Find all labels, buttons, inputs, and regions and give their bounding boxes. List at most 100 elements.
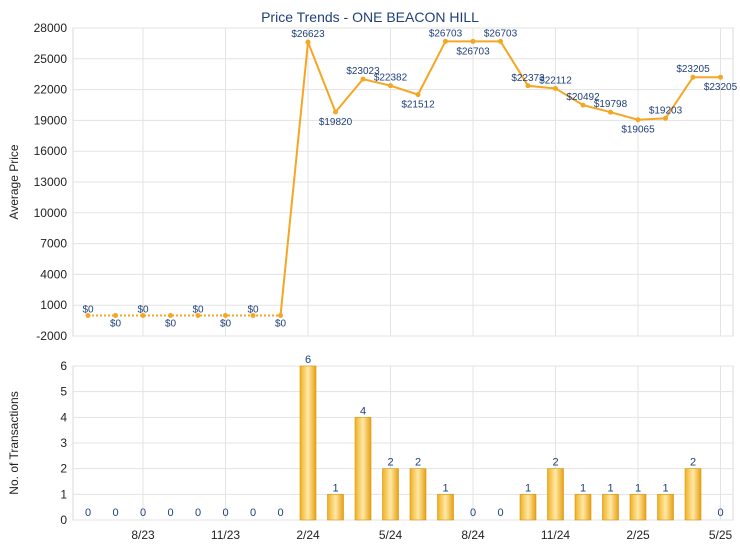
y-tick-label: 19000 xyxy=(34,113,68,127)
price-data-label: $19203 xyxy=(649,105,683,116)
price-point xyxy=(690,74,696,80)
price-point xyxy=(168,312,173,318)
price-data-label: $22112 xyxy=(539,75,572,86)
price-data-label: $23023 xyxy=(346,66,380,77)
y-tick-label: 4 xyxy=(60,410,67,424)
x-tick-label: 11/24 xyxy=(541,528,570,542)
chart-title: Price Trends - ONE BEACON HILL xyxy=(261,9,479,25)
bar-data-label: 2 xyxy=(690,457,696,469)
transaction-bar xyxy=(354,417,372,521)
bar-data-label: 1 xyxy=(332,482,338,494)
transaction-bar xyxy=(547,468,564,521)
bar-data-label: 0 xyxy=(277,507,283,519)
x-tick-label: 5/25 xyxy=(709,528,733,542)
y-tick-label: 28000 xyxy=(34,21,68,35)
price-point xyxy=(608,109,613,115)
bar-data-label: 0 xyxy=(140,507,146,519)
y-tick-label: 13000 xyxy=(34,175,68,189)
y-tick-label: 7000 xyxy=(40,237,67,251)
transaction-bar xyxy=(602,494,619,521)
bar-data-label: 2 xyxy=(415,457,421,469)
price-data-label: $0 xyxy=(192,304,204,315)
price-data-label: $0 xyxy=(247,304,259,315)
bar-data-label: 1 xyxy=(580,482,586,494)
price-point xyxy=(388,83,393,89)
bar-data-label: 1 xyxy=(662,482,668,494)
transaction-bar xyxy=(629,494,647,521)
y-tick-label: 6 xyxy=(60,359,67,373)
transaction-bar xyxy=(409,468,427,521)
price-data-label: $23205 xyxy=(676,64,710,75)
price-data-label: $26623 xyxy=(291,29,325,40)
price-data-label: $0 xyxy=(82,304,94,315)
transactions-bar-chart: 8/23 11/23 2/24 5/24 8/24 11/24 2/25 5/25 0 1 2 3 4 5… xyxy=(7,354,734,542)
bar-data-label: 4 xyxy=(360,405,366,417)
price-data-label: $19065 xyxy=(621,125,655,136)
bar-data-label: 0 xyxy=(250,507,256,519)
price-point xyxy=(718,74,723,80)
price-point xyxy=(278,312,283,318)
bar-data-label: 1 xyxy=(442,482,448,494)
bar-data-label: 0 xyxy=(195,507,201,519)
price-point xyxy=(498,38,503,44)
bar-data-label: 0 xyxy=(167,507,173,519)
y-tick-label: 0 xyxy=(60,513,67,527)
price-data-label: $0 xyxy=(220,318,232,329)
transaction-bar xyxy=(519,494,537,521)
price-point xyxy=(250,312,256,318)
x-tick-label: 8/23 xyxy=(131,528,155,542)
price-point xyxy=(113,312,118,318)
price-point xyxy=(415,92,421,98)
price-data-label: $26703 xyxy=(429,28,463,39)
price-point xyxy=(360,76,366,82)
bar-data-label: 0 xyxy=(112,507,118,519)
bar-data-label: 1 xyxy=(607,482,613,494)
transaction-bar xyxy=(684,468,702,521)
bar-data-label: 0 xyxy=(470,507,476,519)
price-data-label: $19820 xyxy=(319,117,353,128)
price-data-label: $20492 xyxy=(566,92,600,103)
x-tick-label: 11/23 xyxy=(211,528,240,542)
price-point xyxy=(305,39,311,45)
bar-data-label: 1 xyxy=(635,482,641,494)
price-point xyxy=(635,117,641,123)
bar-data-label: 6 xyxy=(305,354,311,366)
price-data-label: $22373 xyxy=(511,73,545,84)
price-data-label: $0 xyxy=(165,318,177,329)
price-point xyxy=(663,115,668,121)
transaction-bar xyxy=(657,494,674,521)
price-point xyxy=(470,38,476,44)
price-data-label: $21512 xyxy=(401,100,435,111)
price-line-chart: -2000 1000 4000 7000 10000 13000 16000 19000 220… xyxy=(7,21,738,343)
transaction-bar xyxy=(327,494,344,521)
y-tick-label: 16000 xyxy=(34,144,68,158)
transaction-bar xyxy=(437,494,454,521)
price-data-label: $0 xyxy=(137,304,149,315)
y-tick-label: 1000 xyxy=(40,298,67,312)
y-tick-label: 3 xyxy=(60,436,67,450)
bar-data-label: 1 xyxy=(525,482,531,494)
bar-data-label: 2 xyxy=(552,457,558,469)
y-tick-label: -2000 xyxy=(36,329,67,343)
y-tick-label: 25000 xyxy=(34,52,68,66)
x-tick-label: 5/24 xyxy=(379,528,403,542)
price-data-label: $0 xyxy=(110,318,122,329)
y-tick-label: 22000 xyxy=(34,83,68,97)
price-point xyxy=(553,85,558,91)
y-axis-label: Average Price xyxy=(7,144,21,219)
price-data-label: $0 xyxy=(275,318,287,329)
price-point xyxy=(525,83,531,89)
price-point xyxy=(85,312,91,318)
price-point xyxy=(580,102,586,108)
bar-data-label: 0 xyxy=(717,507,723,519)
price-point xyxy=(140,312,146,318)
x-tick-label: 2/24 xyxy=(296,528,320,542)
bar-data-label: 2 xyxy=(387,457,393,469)
transaction-bar xyxy=(574,494,592,521)
price-data-label: $23205 xyxy=(704,82,738,93)
transaction-bar xyxy=(299,365,317,521)
x-tick-label: 8/24 xyxy=(461,528,485,542)
price-point xyxy=(195,312,201,318)
